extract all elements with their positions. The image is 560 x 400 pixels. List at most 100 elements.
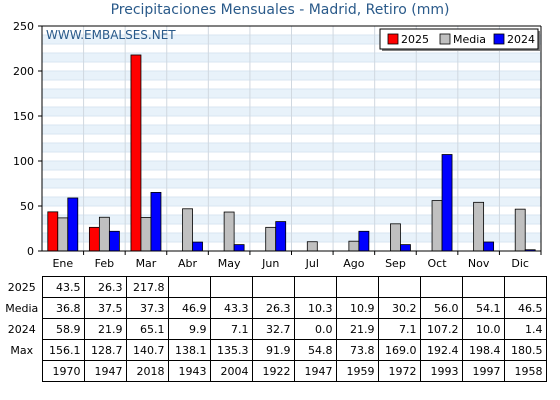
table-cell: 180.5 bbox=[503, 339, 547, 361]
table-row: 1970 1947 2018 1943 2004 1922 1947 1959 1972 1993… bbox=[2, 360, 547, 382]
bar-media-nov bbox=[473, 201, 485, 252]
data-table: 2025 43.5 26.3 217.8 Media 36.8 37.5 37.3 46.9 43… bbox=[2, 276, 547, 382]
table-cell: 107.2 bbox=[419, 318, 463, 340]
legend-label-2024: 2024 bbox=[507, 33, 535, 46]
table-cell: 135.3 bbox=[209, 339, 253, 361]
table-cell: 140.7 bbox=[125, 339, 169, 361]
table-cell: 10.0 bbox=[461, 318, 505, 340]
bar-2024-may bbox=[233, 244, 245, 252]
table-cell: 46.5 bbox=[503, 297, 547, 319]
table-cell: 43.5 bbox=[41, 276, 85, 298]
legend-label-media: Media bbox=[453, 33, 486, 46]
bar-2024-nov bbox=[483, 241, 495, 252]
table-cell: 1943 bbox=[167, 360, 211, 382]
table-cell: 156.1 bbox=[41, 339, 85, 361]
table-cell: 1970 bbox=[41, 360, 85, 382]
bar-2024-ene bbox=[67, 197, 79, 252]
table-cell: 30.2 bbox=[377, 297, 421, 319]
legend-swatch-media bbox=[439, 33, 451, 45]
table-cell: 1958 bbox=[503, 360, 547, 382]
table-cell: 138.1 bbox=[167, 339, 211, 361]
table-cell: 1947 bbox=[83, 360, 127, 382]
table-cell bbox=[293, 276, 337, 298]
table-cell: 10.9 bbox=[335, 297, 379, 319]
table-row: Max 156.1 128.7 140.7 138.1 135.3 91.9 54.8 73.8… bbox=[2, 339, 547, 361]
table-cell: 56.0 bbox=[419, 297, 463, 319]
bar-2024-mar bbox=[150, 192, 162, 252]
table-cell: 54.8 bbox=[293, 339, 337, 361]
legend-swatch-2024 bbox=[493, 33, 505, 45]
table-cell: 58.9 bbox=[41, 318, 85, 340]
table-cell: 37.3 bbox=[125, 297, 169, 319]
y-tick-label: 150 bbox=[13, 110, 34, 123]
table-cell: 1972 bbox=[377, 360, 421, 382]
bar-2024-jun bbox=[275, 221, 287, 252]
table-cell: 7.1 bbox=[377, 318, 421, 340]
table-cell: 192.4 bbox=[419, 339, 463, 361]
table-cell bbox=[209, 276, 253, 298]
table-cell: 1997 bbox=[461, 360, 505, 382]
y-tick-label: 50 bbox=[20, 200, 34, 213]
y-tick-label: 200 bbox=[13, 65, 34, 78]
x-tick-label: Abr bbox=[178, 257, 198, 270]
x-tick-label: Ene bbox=[52, 257, 73, 270]
table-row: Media 36.8 37.5 37.3 46.9 43.3 26.3 10.3 10.9 30.… bbox=[2, 297, 547, 319]
table-cell bbox=[419, 276, 463, 298]
table-cell: 9.9 bbox=[167, 318, 211, 340]
bar-media-ene bbox=[57, 217, 69, 252]
table-row: 2024 58.9 21.9 65.1 9.9 7.1 32.7 0.0 21.9 7.1 107.… bbox=[2, 318, 547, 340]
table-cell bbox=[503, 276, 547, 298]
bar-media-oct bbox=[431, 200, 443, 252]
table-cell: 1959 bbox=[335, 360, 379, 382]
table-cell: 128.7 bbox=[83, 339, 127, 361]
x-tick-label: Dic bbox=[511, 257, 529, 270]
table-cell: 21.9 bbox=[83, 318, 127, 340]
bar-2025-feb bbox=[88, 226, 100, 252]
table-cell: 2004 bbox=[209, 360, 253, 382]
x-tick-label: Mar bbox=[136, 257, 157, 270]
y-tick-label: 0 bbox=[27, 245, 34, 258]
table-cell: 7.1 bbox=[209, 318, 253, 340]
x-tick-label: Sep bbox=[385, 257, 406, 270]
table-cell: 26.3 bbox=[83, 276, 127, 298]
bar-2024-sep bbox=[400, 244, 411, 252]
table-cell: 91.9 bbox=[251, 339, 295, 361]
bar-media-sep bbox=[390, 223, 401, 252]
table-cell bbox=[461, 276, 505, 298]
table-cell: 217.8 bbox=[125, 276, 169, 298]
table-cell: 36.8 bbox=[41, 297, 85, 319]
table-cell: 1993 bbox=[419, 360, 463, 382]
bar-2024-oct bbox=[441, 154, 453, 252]
bar-2024-abr bbox=[192, 241, 203, 252]
table-cell: 65.1 bbox=[125, 318, 169, 340]
bar-media-jun bbox=[265, 226, 277, 252]
row-label: Max bbox=[2, 339, 43, 361]
x-tick-label: Feb bbox=[95, 257, 114, 270]
table-cell: 1922 bbox=[251, 360, 295, 382]
bar-chart: 0 50 100 150 200 250 Ene Feb Mar Abr May Jun Jul Ago S… bbox=[13, 20, 542, 270]
bar-media-jul bbox=[306, 241, 318, 252]
legend-swatch-2025 bbox=[387, 33, 399, 45]
table-cell: 10.3 bbox=[293, 297, 337, 319]
x-tick-label: May bbox=[218, 257, 241, 270]
table-cell: 0.0 bbox=[293, 318, 337, 340]
table-cell: 21.9 bbox=[335, 318, 379, 340]
chart-title: Precipitaciones Mensuales - Madrid, Reti… bbox=[110, 2, 450, 18]
table-cell bbox=[167, 276, 211, 298]
bar-media-mar bbox=[140, 217, 152, 252]
table-cell: 54.1 bbox=[461, 297, 505, 319]
x-tick-label: Ago bbox=[343, 257, 365, 270]
table-cell: 1.4 bbox=[503, 318, 547, 340]
table-cell: 37.5 bbox=[83, 297, 127, 319]
watermark-text: WWW.EMBALSES.NET bbox=[46, 28, 176, 42]
row-label: 2024 bbox=[2, 318, 43, 340]
table-cell: 46.9 bbox=[167, 297, 211, 319]
table-cell: 1947 bbox=[293, 360, 337, 382]
table-cell: 32.7 bbox=[251, 318, 295, 340]
row-label: 2025 bbox=[2, 276, 43, 298]
table-cell: 26.3 bbox=[251, 297, 295, 319]
x-tick-label: Jun bbox=[261, 257, 279, 270]
table-cell: 43.3 bbox=[209, 297, 253, 319]
bar-media-feb bbox=[98, 216, 110, 252]
bar-media-dic bbox=[514, 208, 526, 252]
